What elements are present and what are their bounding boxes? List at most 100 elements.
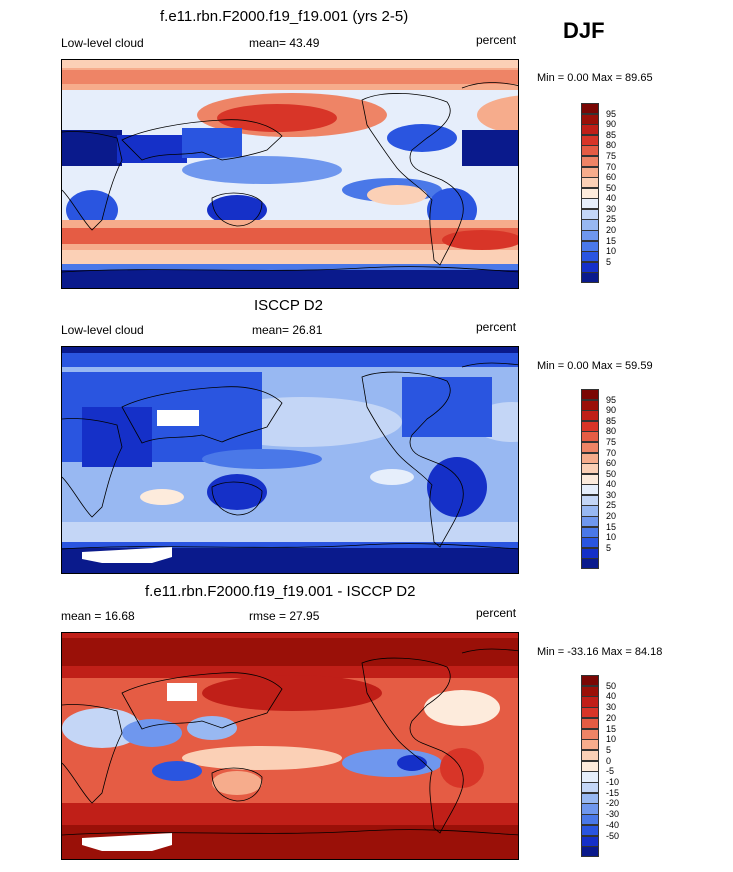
antarctica-edge [62,264,518,270]
colorbar-tick-label: 70 [606,161,617,172]
colorbar-tick-label: -20 [606,798,620,809]
missing-data-antarctica [82,833,172,851]
antarctica-edge [62,542,518,548]
peru-sc [370,469,414,485]
colorbar-swatch [581,187,599,199]
colorbar-tick-label: 85 [606,415,617,426]
panel2-map [61,346,519,574]
colorbar-swatch [581,526,599,538]
colorbar-swatch [581,431,599,443]
colorbar-tick-label: 5 [606,256,612,267]
colorbar-swatch [581,685,599,697]
namerica-diff [424,690,500,726]
colorbar-swatch [581,240,599,252]
colorbar-tick-label: 85 [606,129,617,140]
colorbar-swatch [581,452,599,464]
panel3-mean-label: mean = 16.68 [61,609,135,623]
colorbar-tick-label: 20 [606,511,617,522]
colorbar-tick-label: 25 [606,214,617,225]
colorbar-swatch [581,134,599,146]
colorbar-swatch [581,696,599,708]
colorbar-swatch [581,420,599,432]
samerica-diff [440,748,484,788]
colorbar-tick-label: 15 [606,521,617,532]
colorbar-tick-label: 70 [606,447,617,458]
colorbar-tick-label: 75 [606,150,617,161]
natlantic-cloud [477,95,518,135]
colorbar-swatch [581,103,599,115]
panel2-title: ISCCP D2 [254,297,323,314]
colorbar-swatch [581,547,599,559]
panel2-mean-label: mean= 26.81 [252,323,323,337]
colorbar-swatch [581,846,599,858]
namerica-blue [402,377,492,437]
colorbar-tick-label: 40 [606,691,617,702]
colorbar-tick-label: 80 [606,140,617,151]
colorbar-tick-label: 30 [606,489,617,500]
arabia-low-blue [117,135,187,163]
colorbar-tick-label: 15 [606,235,617,246]
colorbar-tick-label: 50 [606,680,617,691]
colorbar-tick-label: 75 [606,436,617,447]
colorbar-swatch [581,113,599,125]
panel2-map-svg [62,347,518,573]
panel3-title: f.e11.rbn.F2000.f19_f19.001 - ISCCP D2 [145,583,416,600]
colorbar-swatch [581,473,599,485]
colorbar-tick-label: -15 [606,787,620,798]
colorbar-tick-label: -10 [606,777,620,788]
colorbar-swatch [581,198,599,210]
panel1-map [61,59,519,289]
colorbar-swatch [581,824,599,837]
colorbar-tick-label: 10 [606,532,617,543]
indian-diff [152,761,202,781]
colorbar-tick-label: 30 [606,203,617,214]
colorbar-swatch [581,272,599,284]
colorbar-tick-label: 5 [606,744,612,755]
panel1-map-svg [62,60,518,288]
panel2-units-label: percent [476,320,517,334]
colorbar-tick-label: 95 [606,394,617,405]
colorbar-swatch [581,208,599,220]
colorbar-swatch [581,728,599,740]
colorbar-tick-label: -50 [606,830,620,841]
panel3-rmse-label: rmse = 27.95 [249,609,320,623]
panel2-minmax: Min = 0.00 Max = 59.59 [537,360,653,372]
panel2-colorbar: 95 90 85 80 75 70 60 50 40 30 25 20 15 10 5 [581,389,641,570]
colorbar-swatch [581,230,599,242]
colorbar-swatch [581,558,599,570]
colorbar-swatch [581,177,599,189]
arctic-edge [62,347,518,353]
south-atlantic-core [442,230,518,250]
colorbar-tick-label: 0 [606,755,612,766]
tropics-blue [182,156,342,184]
colorbar-swatch [581,463,599,475]
colorbar-tick-label: 5 [606,542,612,553]
colorbar-swatch [581,675,599,687]
panel1-units-label: percent [476,33,517,47]
colorbar-tick-label: 90 [606,405,617,416]
missing-data-antarctica [82,547,172,563]
panel1-variable-label: Low-level cloud [61,36,144,50]
colorbar-tick-label: 95 [606,108,617,119]
coastlines [62,362,518,550]
colorbar-swatch [581,792,599,804]
season-label: DJF [563,18,605,43]
colorbar-swatch [581,749,599,762]
colorbar-swatch [581,494,599,506]
south-ocean-band [62,522,518,542]
colorbar-swatch [581,441,599,454]
panel1-mean-label: mean= 43.49 [249,36,320,50]
colorbar-swatch [581,155,599,168]
panel1-title: f.e11.rbn.F2000.f19_f19.001 (yrs 2-5) [160,8,409,25]
npacific-diff [202,675,382,711]
south-ocean-core [62,228,518,244]
colorbar-swatch [581,739,599,751]
colorbar-swatch [581,707,599,719]
arctic-band-core [62,70,518,84]
antarctica-blue [62,268,518,288]
colorbar-tick-label: 40 [606,479,617,490]
colorbar-tick-label: 15 [606,723,617,734]
panel3-units-label: percent [476,606,517,620]
india-diff [187,716,237,740]
missing-data-asia [157,410,199,426]
